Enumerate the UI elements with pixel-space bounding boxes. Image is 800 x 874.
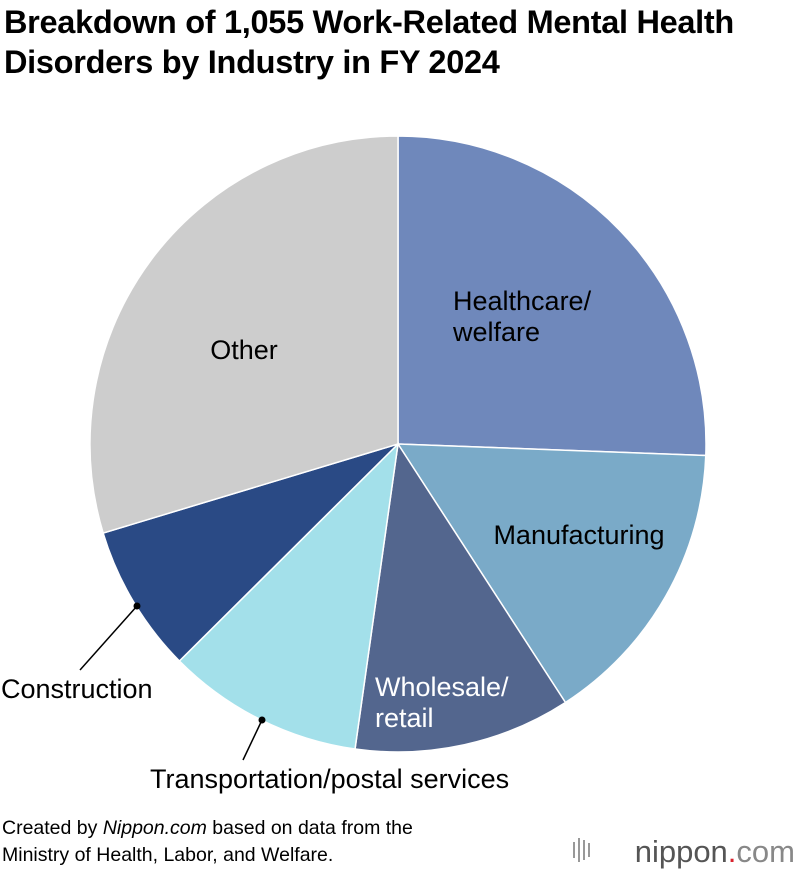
slice-label: Transportation/postal services — [150, 764, 509, 794]
slice-label: Manufacturing — [493, 520, 664, 550]
pie-slice — [397, 135, 707, 457]
source-note: Created by Nippon.com based on data from… — [2, 817, 413, 839]
source-part: Created by — [2, 817, 103, 839]
pie-slice — [354, 441, 567, 753]
leader-line — [79, 605, 138, 671]
leader-line — [242, 719, 263, 761]
slice-label: Wholesale/retail — [375, 672, 509, 733]
slice-label: Healthcare/welfare — [452, 286, 592, 347]
source-part: based on data from the — [207, 817, 413, 839]
leader-dot — [258, 716, 266, 724]
logo-icon — [573, 838, 590, 862]
slice-label: Construction — [1, 674, 153, 704]
pie-slice — [396, 443, 707, 704]
logo: nippon.com — [635, 834, 795, 869]
source-note: Ministry of Health, Labor, and Welfare. — [2, 844, 333, 866]
logo-part: . — [728, 834, 737, 869]
slice-label: Other — [210, 335, 278, 365]
leader-dot — [133, 602, 141, 610]
logo-part: nippon — [635, 834, 728, 869]
pie-slice — [102, 443, 399, 663]
pie-slice — [89, 135, 399, 534]
source-part: Nippon.com — [103, 817, 207, 839]
logo-part: com — [736, 834, 795, 869]
chart-title: Breakdown of 1,055 Work-Related Mental H… — [4, 4, 734, 80]
